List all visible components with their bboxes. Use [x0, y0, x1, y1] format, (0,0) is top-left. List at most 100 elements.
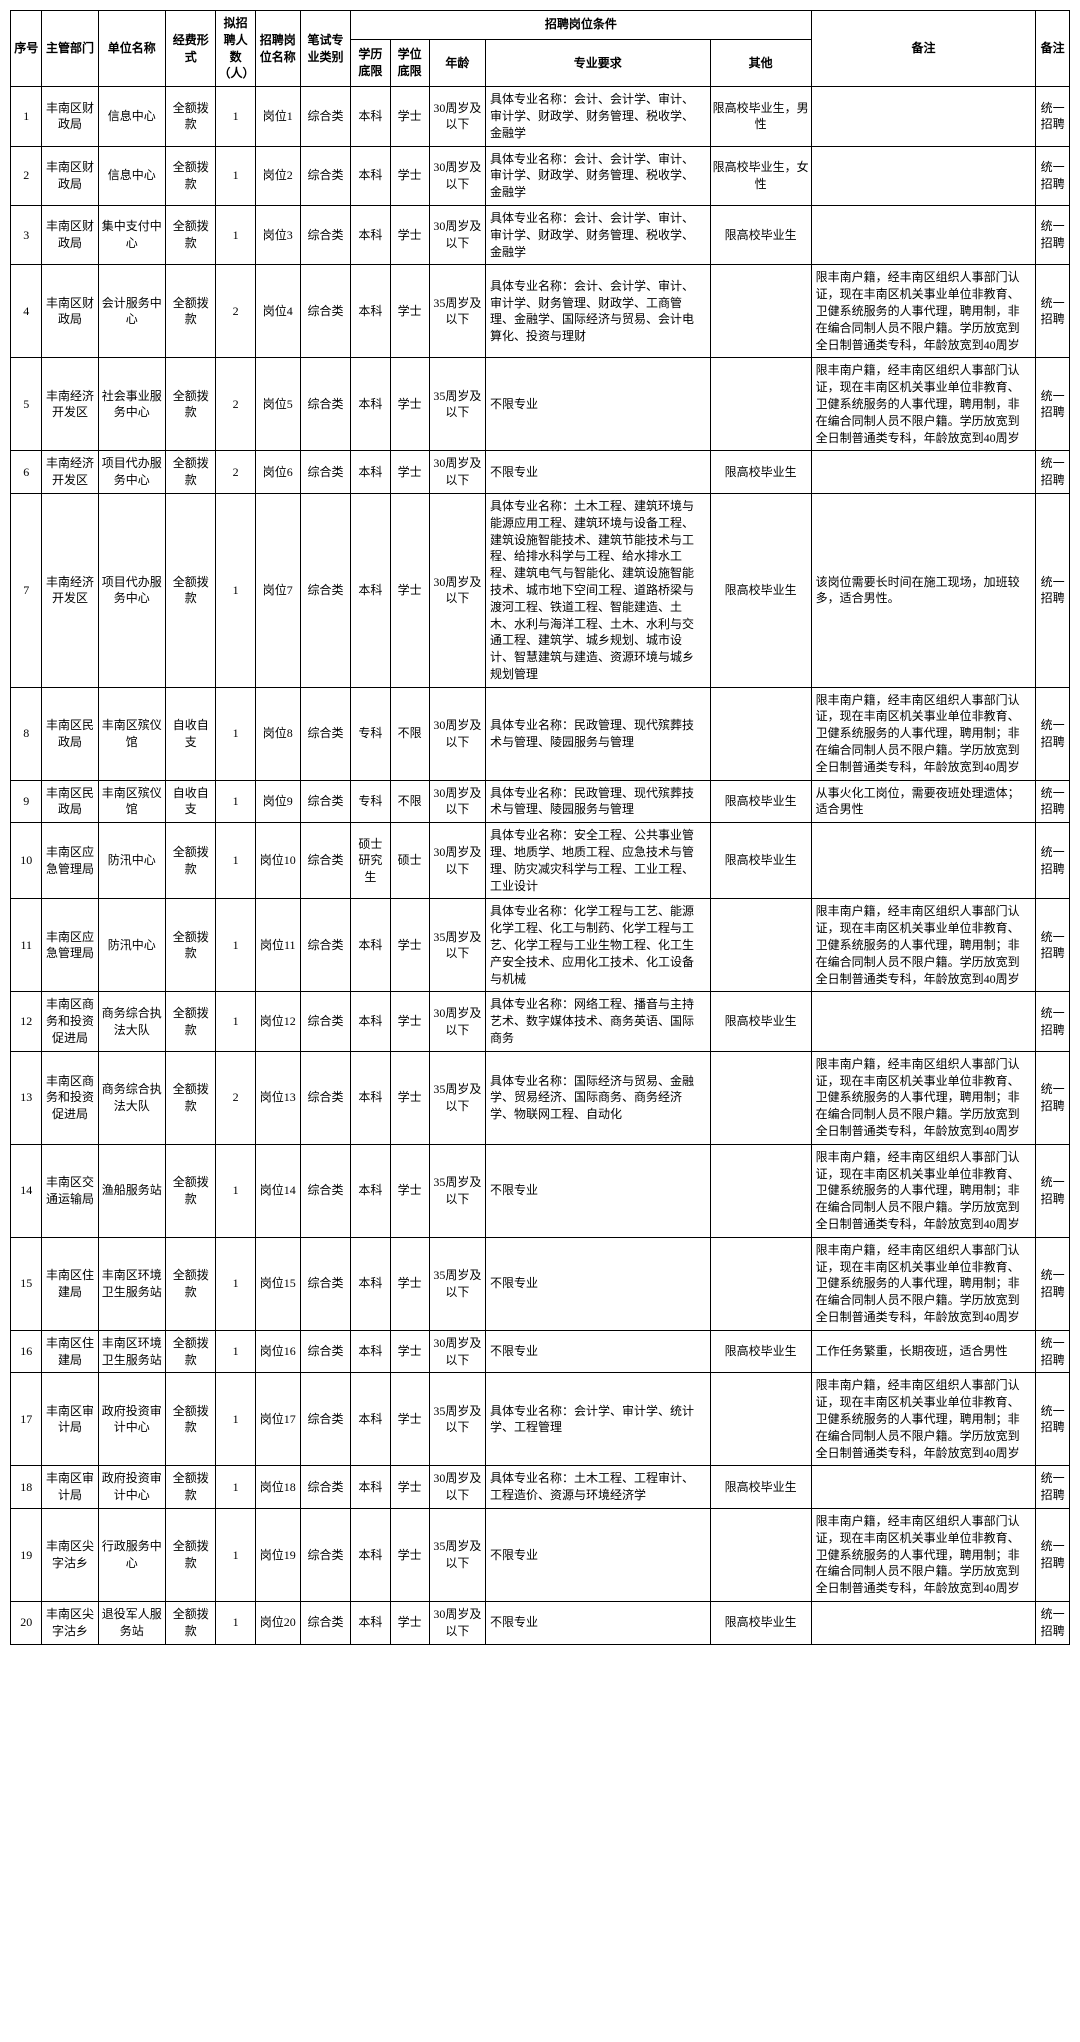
cell-post: 岗位7: [255, 493, 300, 687]
cell-age: 35周岁及以下: [429, 1373, 485, 1466]
cell-edu: 硕士研究生: [351, 823, 390, 899]
th-seq: 序号: [11, 11, 42, 87]
cell-fund: 全额拨款: [165, 1373, 216, 1466]
cell-exam: 综合类: [300, 1330, 351, 1373]
th-cond-group: 招聘岗位条件: [351, 11, 811, 40]
cell-num: 1: [216, 1601, 255, 1644]
cell-note: 统一招聘: [1036, 823, 1070, 899]
cell-remark: [811, 205, 1036, 264]
cell-seq: 18: [11, 1466, 42, 1509]
cell-major: 具体专业名称：会计、会计学、审计、审计学、财政学、财务管理、税收学、金融学: [485, 205, 710, 264]
cell-major: 具体专业名称：民政管理、现代殡葬技术与管理、陵园服务与管理: [485, 687, 710, 780]
cell-note: 统一招聘: [1036, 780, 1070, 823]
cell-exam: 综合类: [300, 992, 351, 1051]
cell-dept: 丰南区民政局: [42, 687, 98, 780]
cell-other: [710, 1051, 811, 1144]
cell-num: 1: [216, 823, 255, 899]
cell-dept: 丰南区财政局: [42, 205, 98, 264]
table-row: 13丰南区商务和投资促进局商务综合执法大队全额拨款2岗位13综合类本科学士35周…: [11, 1051, 1070, 1144]
cell-unit: 行政服务中心: [98, 1508, 165, 1601]
cell-major: 具体专业名称：会计、会计学、审计、审计学、财务管理、财政学、工商管理、金融学、国…: [485, 265, 710, 358]
cell-post: 岗位19: [255, 1508, 300, 1601]
cell-note: 统一招聘: [1036, 493, 1070, 687]
cell-note: 统一招聘: [1036, 1466, 1070, 1509]
cell-edu: 本科: [351, 205, 390, 264]
cell-edu: 本科: [351, 992, 390, 1051]
cell-deg: 学士: [390, 992, 429, 1051]
cell-fund: 全额拨款: [165, 1508, 216, 1601]
cell-deg: 学士: [390, 1508, 429, 1601]
cell-major: 不限专业: [485, 1237, 710, 1330]
table-row: 17丰南区审计局政府投资审计中心全额拨款1岗位17综合类本科学士35周岁及以下具…: [11, 1373, 1070, 1466]
table-row: 20丰南区尖字沽乡退役军人服务站全额拨款1岗位20综合类本科学士30周岁及以下不…: [11, 1601, 1070, 1644]
cell-unit: 信息中心: [98, 87, 165, 146]
cell-edu: 本科: [351, 1466, 390, 1509]
cell-seq: 8: [11, 687, 42, 780]
cell-dept: 丰南经济开发区: [42, 451, 98, 494]
table-row: 8丰南区民政局丰南区殡仪馆自收自支1岗位8综合类专科不限30周岁及以下具体专业名…: [11, 687, 1070, 780]
cell-num: 1: [216, 1373, 255, 1466]
cell-dept: 丰南区住建局: [42, 1330, 98, 1373]
cell-num: 1: [216, 780, 255, 823]
cell-dept: 丰南区应急管理局: [42, 899, 98, 992]
cell-other: 限高校毕业生: [710, 1330, 811, 1373]
cell-dept: 丰南区商务和投资促进局: [42, 1051, 98, 1144]
cell-note: 统一招聘: [1036, 87, 1070, 146]
cell-num: 1: [216, 146, 255, 205]
cell-fund: 全额拨款: [165, 205, 216, 264]
table-row: 7丰南经济开发区项目代办服务中心全额拨款1岗位7综合类本科学士30周岁及以下具体…: [11, 493, 1070, 687]
cell-deg: 学士: [390, 205, 429, 264]
cell-post: 岗位5: [255, 358, 300, 451]
cell-age: 30周岁及以下: [429, 780, 485, 823]
cell-other: 限高校毕业生: [710, 992, 811, 1051]
table-row: 14丰南区交通运输局渔船服务站全额拨款1岗位14综合类本科学士35周岁及以下不限…: [11, 1144, 1070, 1237]
table-row: 3丰南区财政局集中支付中心全额拨款1岗位3综合类本科学士30周岁及以下具体专业名…: [11, 205, 1070, 264]
table-row: 18丰南区审计局政府投资审计中心全额拨款1岗位18综合类本科学士30周岁及以下具…: [11, 1466, 1070, 1509]
table-row: 15丰南区住建局丰南区环境卫生服务站全额拨款1岗位15综合类本科学士35周岁及以…: [11, 1237, 1070, 1330]
cell-note: 统一招聘: [1036, 146, 1070, 205]
cell-edu: 本科: [351, 451, 390, 494]
cell-note: 统一招聘: [1036, 1330, 1070, 1373]
cell-num: 1: [216, 1466, 255, 1509]
cell-remark: [811, 992, 1036, 1051]
cell-deg: 不限: [390, 780, 429, 823]
cell-other: [710, 358, 811, 451]
cell-unit: 项目代办服务中心: [98, 493, 165, 687]
cell-seq: 7: [11, 493, 42, 687]
cell-fund: 自收自支: [165, 687, 216, 780]
cell-post: 岗位1: [255, 87, 300, 146]
cell-fund: 全额拨款: [165, 265, 216, 358]
table-row: 6丰南经济开发区项目代办服务中心全额拨款2岗位6综合类本科学士30周岁及以下不限…: [11, 451, 1070, 494]
cell-post: 岗位14: [255, 1144, 300, 1237]
cell-note: 统一招聘: [1036, 205, 1070, 264]
cell-other: 限高校毕业生: [710, 780, 811, 823]
cell-dept: 丰南区财政局: [42, 265, 98, 358]
cell-post: 岗位13: [255, 1051, 300, 1144]
cell-major: 具体专业名称：化学工程与工艺、能源化学工程、化工与制药、化学工程与工艺、化学工程…: [485, 899, 710, 992]
cell-seq: 19: [11, 1508, 42, 1601]
cell-age: 30周岁及以下: [429, 823, 485, 899]
cell-remark: 限丰南户籍，经丰南区组织人事部门认证，现在丰南区机关事业单位非教育、卫健系统服务…: [811, 265, 1036, 358]
cell-remark: 限丰南户籍，经丰南区组织人事部门认证，现在丰南区机关事业单位非教育、卫健系统服务…: [811, 1508, 1036, 1601]
cell-exam: 综合类: [300, 265, 351, 358]
cell-post: 岗位11: [255, 899, 300, 992]
cell-deg: 硕士: [390, 823, 429, 899]
table-header: 序号 主管部门 单位名称 经费形式 拟招聘人数（人） 招聘岗位名称 笔试专业类别…: [11, 11, 1070, 87]
cell-num: 1: [216, 1144, 255, 1237]
cell-unit: 社会事业服务中心: [98, 358, 165, 451]
cell-deg: 学士: [390, 451, 429, 494]
cell-exam: 综合类: [300, 146, 351, 205]
cell-remark: [811, 1601, 1036, 1644]
cell-dept: 丰南区审计局: [42, 1466, 98, 1509]
cell-edu: 专科: [351, 780, 390, 823]
cell-exam: 综合类: [300, 687, 351, 780]
cell-post: 岗位16: [255, 1330, 300, 1373]
cell-remark: 限丰南户籍，经丰南区组织人事部门认证，现在丰南区机关事业单位非教育、卫健系统服务…: [811, 1144, 1036, 1237]
cell-edu: 本科: [351, 1508, 390, 1601]
cell-remark: 限丰南户籍，经丰南区组织人事部门认证，现在丰南区机关事业单位非教育、卫健系统服务…: [811, 1051, 1036, 1144]
cell-fund: 全额拨款: [165, 451, 216, 494]
cell-fund: 全额拨款: [165, 358, 216, 451]
cell-deg: 学士: [390, 1466, 429, 1509]
cell-unit: 信息中心: [98, 146, 165, 205]
cell-edu: 本科: [351, 1144, 390, 1237]
